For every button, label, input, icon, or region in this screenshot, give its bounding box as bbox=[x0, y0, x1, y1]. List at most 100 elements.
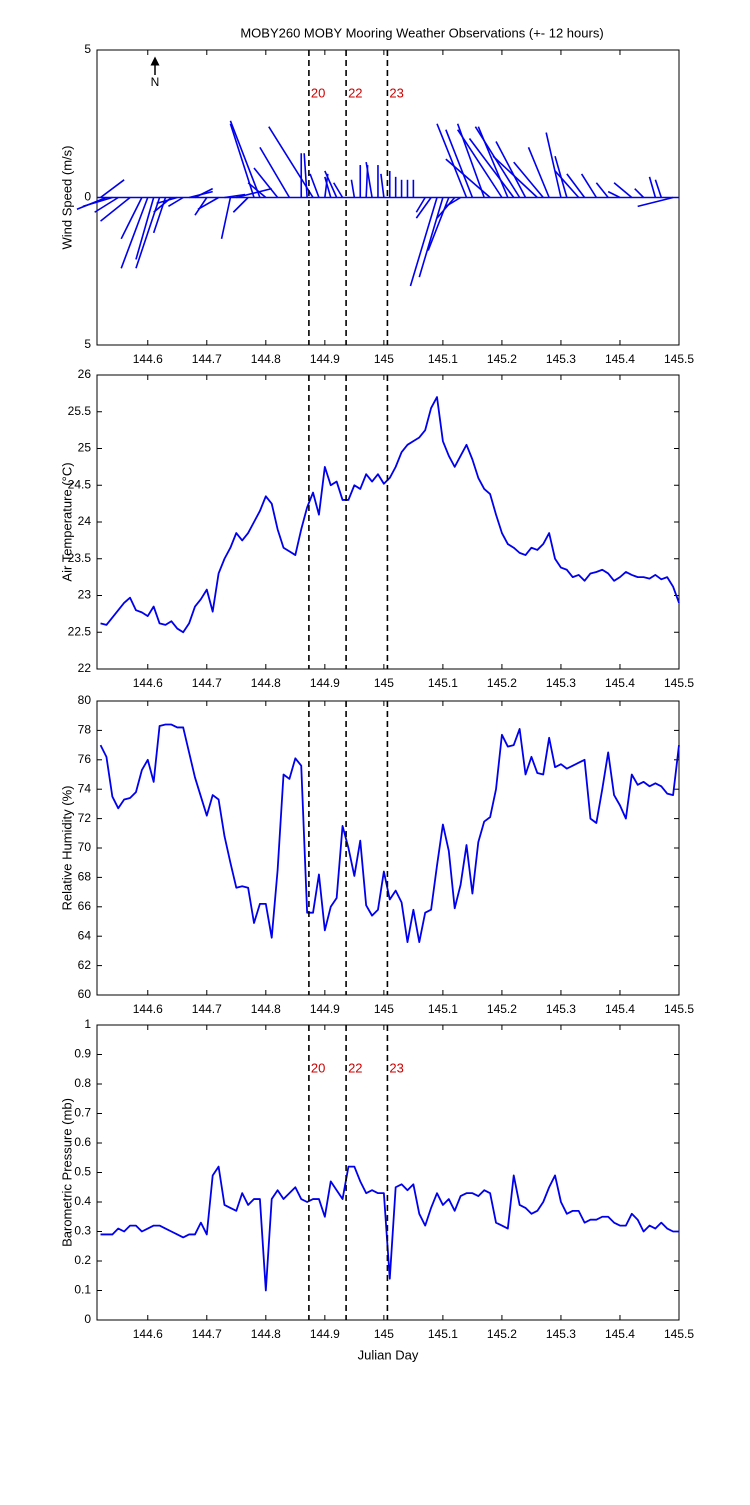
wind-stick bbox=[236, 187, 272, 199]
x-tick-label: 145.4 bbox=[605, 1327, 635, 1341]
wind-stick bbox=[135, 197, 161, 269]
y-tick-label: 1 bbox=[84, 1017, 91, 1031]
x-tick-label: 145.5 bbox=[664, 1327, 694, 1341]
y-tick-label: 24.5 bbox=[68, 477, 92, 491]
x-tick-label: 145.5 bbox=[664, 676, 694, 690]
x-tick-label: 144.9 bbox=[310, 1002, 340, 1016]
chart-title: MOBY260 MOBY Mooring Weather Observation… bbox=[240, 25, 603, 40]
wind-stick bbox=[94, 196, 119, 213]
x-tick-label: 145.1 bbox=[428, 1002, 458, 1016]
x-tick-label: 145 bbox=[374, 1002, 394, 1016]
y-axis-label: Wind Speed (m/s) bbox=[59, 145, 74, 249]
y-tick-label: 0 bbox=[84, 1312, 91, 1326]
wind-stick bbox=[468, 138, 515, 198]
wind-stick bbox=[513, 161, 544, 199]
x-tick-label: 145.4 bbox=[605, 352, 635, 366]
data-line bbox=[100, 396, 680, 634]
x-tick-label: 145.5 bbox=[664, 1002, 694, 1016]
x-tick-label: 145.4 bbox=[605, 676, 635, 690]
event-label: 22 bbox=[348, 1060, 362, 1075]
wind-stick bbox=[365, 161, 373, 198]
x-tick-label: 145.2 bbox=[487, 1002, 517, 1016]
y-tick-label: 0.6 bbox=[74, 1135, 91, 1149]
event-label: 20 bbox=[311, 85, 325, 100]
wind-stick bbox=[120, 197, 143, 240]
wind-stick bbox=[495, 141, 527, 198]
y-tick-label: 0.1 bbox=[74, 1283, 91, 1297]
y-tick-label: 22.5 bbox=[68, 624, 92, 638]
x-tick-label: 144.9 bbox=[310, 676, 340, 690]
wind-stick bbox=[427, 197, 450, 251]
y-tick-label: 26 bbox=[78, 367, 92, 381]
y-tick-label: 66 bbox=[78, 899, 92, 913]
wind-stick bbox=[100, 196, 131, 222]
wind-stick bbox=[637, 196, 674, 208]
x-tick-label: 145.1 bbox=[428, 1327, 458, 1341]
x-tick-label: 144.8 bbox=[251, 352, 281, 366]
wind-stick bbox=[100, 179, 125, 199]
y-tick-label: 0.7 bbox=[74, 1106, 91, 1120]
x-tick-label: 144.7 bbox=[192, 1327, 222, 1341]
y-tick-label: 0.3 bbox=[74, 1224, 91, 1238]
y-tick-label: 5 bbox=[84, 337, 91, 351]
wind-stick bbox=[194, 187, 214, 199]
wind-stick bbox=[580, 173, 598, 198]
x-tick-label: 144.6 bbox=[133, 1327, 163, 1341]
y-tick-label: 80 bbox=[78, 693, 92, 707]
wind-stick bbox=[229, 123, 255, 198]
y-tick-label: 60 bbox=[78, 987, 92, 1001]
y-tick-label: 0.5 bbox=[74, 1165, 91, 1179]
data-line bbox=[99, 723, 680, 943]
wind-stick bbox=[436, 123, 468, 198]
wind-stick bbox=[474, 126, 521, 198]
x-tick-label: 144.8 bbox=[251, 1327, 281, 1341]
wind-stick bbox=[220, 197, 232, 239]
x-tick-label: 145 bbox=[374, 1327, 394, 1341]
event-label: 22 bbox=[348, 85, 362, 100]
y-axis-label: Relative Humidity (%) bbox=[59, 786, 74, 911]
y-tick-label: 78 bbox=[78, 723, 92, 737]
x-tick-label: 144.6 bbox=[133, 1002, 163, 1016]
north-label: N bbox=[151, 75, 160, 89]
wind-stick bbox=[409, 197, 438, 287]
wind-stick bbox=[436, 196, 456, 219]
x-tick-label: 144.8 bbox=[251, 676, 281, 690]
y-tick-label: 5 bbox=[84, 42, 91, 56]
y-tick-label: 0.8 bbox=[74, 1076, 91, 1090]
wind-stick bbox=[415, 197, 432, 219]
wind-stick bbox=[224, 193, 246, 199]
wind-stick bbox=[445, 129, 474, 198]
x-tick-label: 145.2 bbox=[487, 1327, 517, 1341]
wind-stick bbox=[554, 170, 580, 199]
wind-stick bbox=[595, 182, 609, 198]
x-tick-label: 145.5 bbox=[664, 352, 694, 366]
y-tick-label: 25.5 bbox=[68, 404, 92, 418]
x-tick-label: 145.1 bbox=[428, 676, 458, 690]
wind-stick bbox=[232, 196, 249, 213]
x-tick-label: 145 bbox=[374, 676, 394, 690]
y-tick-label: 64 bbox=[78, 928, 92, 942]
wind-stick bbox=[253, 167, 279, 198]
wind-stick bbox=[445, 158, 491, 199]
x-tick-label: 144.9 bbox=[310, 352, 340, 366]
y-tick-label: 68 bbox=[78, 870, 92, 884]
x-tick-label: 145.2 bbox=[487, 352, 517, 366]
wind-stick bbox=[350, 179, 356, 198]
event-label: 20 bbox=[311, 1060, 325, 1075]
wind-stick bbox=[82, 196, 113, 208]
wind-stick bbox=[415, 197, 426, 213]
wind-stick bbox=[654, 179, 663, 198]
wind-stick bbox=[135, 197, 155, 260]
x-tick-label: 144.8 bbox=[251, 1002, 281, 1016]
wind-stick bbox=[566, 173, 586, 198]
wind-stick bbox=[634, 188, 645, 199]
wind-stick bbox=[380, 173, 385, 198]
wind-stick bbox=[268, 126, 314, 198]
wind-stick bbox=[229, 120, 261, 198]
wind-stick bbox=[324, 176, 332, 198]
x-tick-label: 144.7 bbox=[192, 1002, 222, 1016]
y-tick-label: 23.5 bbox=[68, 551, 92, 565]
data-line bbox=[100, 1165, 679, 1292]
y-tick-label: 62 bbox=[78, 958, 92, 972]
wind-stick bbox=[457, 129, 503, 198]
